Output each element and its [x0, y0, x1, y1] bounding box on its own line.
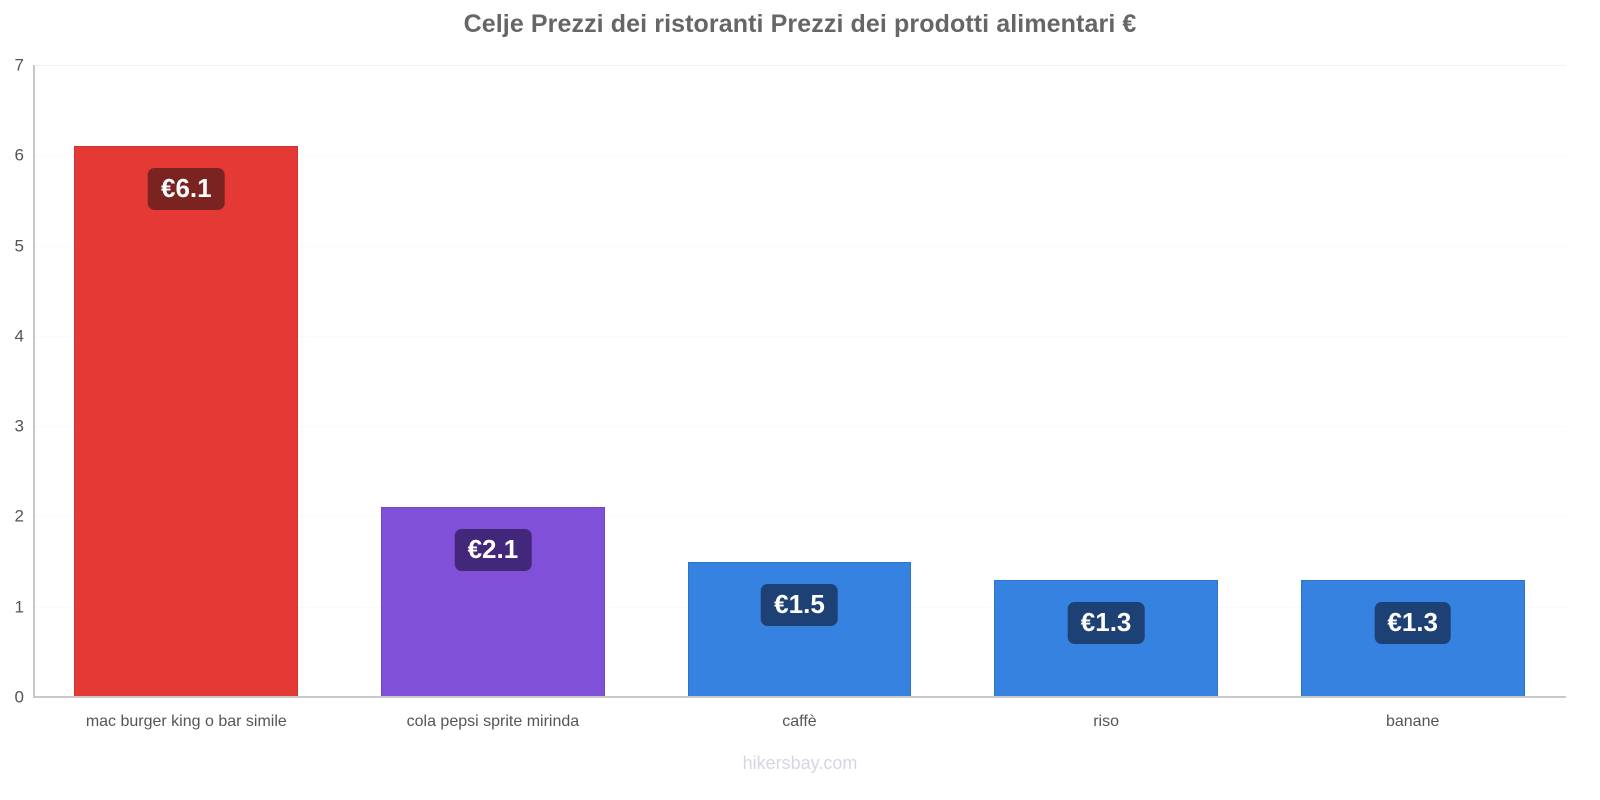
- x-axis-category-label: mac burger king o bar simile: [85, 713, 287, 730]
- gridline: [33, 516, 1566, 518]
- y-axis-tick-label: 2: [14, 506, 24, 526]
- x-axis-line: [33, 696, 1566, 698]
- x-axis-category-label: riso: [1093, 713, 1119, 730]
- gridline: [33, 65, 1566, 66]
- y-axis-tick-label: 7: [14, 55, 24, 75]
- y-axis-tick-labels: 0 1 2 3 4 5 6 7: [0, 0, 24, 800]
- y-axis-tick-label: 0: [14, 687, 24, 707]
- bar-group[interactable]: €6.1: [74, 65, 299, 697]
- bar-value-label: €6.1: [147, 168, 225, 211]
- y-axis-tick-label: 1: [14, 597, 24, 617]
- bar-value-label: €2.1: [454, 529, 532, 572]
- bar-group[interactable]: €1.5: [687, 65, 912, 697]
- bar-group[interactable]: €1.3: [994, 65, 1218, 697]
- bar-group[interactable]: €2.1: [380, 65, 605, 697]
- y-axis-line: [33, 65, 35, 698]
- gridline: [33, 335, 1566, 337]
- gridline: [33, 245, 1566, 247]
- y-axis-tick-label: 3: [14, 416, 24, 436]
- bar-value-label: €1.3: [1067, 601, 1145, 644]
- bar[interactable]: [74, 146, 299, 697]
- y-axis-tick-label: 4: [14, 326, 24, 346]
- x-axis-category-label: caffè: [782, 713, 817, 730]
- y-axis-tick-label: 5: [14, 236, 24, 256]
- x-axis-category-label: cola pepsi sprite mirinda: [406, 713, 580, 730]
- bar[interactable]: [687, 561, 912, 697]
- footer-credit: hikersbay.com: [742, 753, 858, 773]
- bar-group[interactable]: €1.3: [1300, 65, 1525, 697]
- plot-area: €6.1 €2.1 €1.5 €1.3 €1.3: [33, 65, 1566, 698]
- gridline: [33, 155, 1566, 157]
- chart-title: Celje Prezzi dei ristoranti Prezzi dei p…: [463, 10, 1137, 38]
- bar-value-label: €1.5: [761, 583, 838, 626]
- bar-value-label: €1.3: [1374, 601, 1451, 644]
- gridline: [33, 426, 1566, 428]
- x-axis-category-label: banane: [1385, 713, 1440, 730]
- y-axis-tick-label: 6: [14, 145, 24, 165]
